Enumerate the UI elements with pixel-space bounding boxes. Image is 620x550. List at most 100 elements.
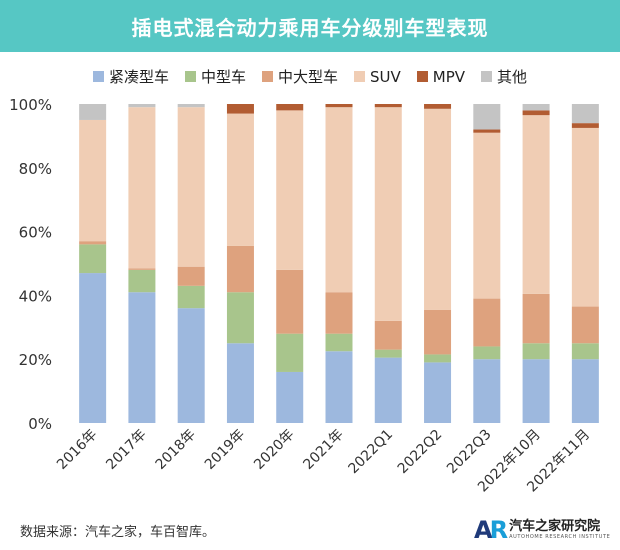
- legend-label: SUV: [370, 67, 401, 86]
- autohome-research-logo: AR 汽车之家研究院 AUTOHOME RESEARCH INSTITUTE: [474, 516, 610, 544]
- bar-segment: [128, 292, 156, 423]
- x-tick-label: 2022Q1: [345, 427, 396, 478]
- bar-segment: [128, 268, 156, 270]
- bar-segment: [473, 132, 501, 299]
- bar-segment: [571, 104, 599, 124]
- logo-en-text: AUTOHOME RESEARCH INSTITUTE: [509, 534, 611, 540]
- legend-swatch: [92, 71, 104, 82]
- bar-segment: [424, 362, 452, 423]
- logo-mark-r: R: [489, 516, 509, 544]
- bar-segment: [473, 346, 501, 360]
- x-tick-label: 2018年: [153, 427, 199, 473]
- bar-segment: [473, 129, 501, 133]
- y-tick-label: 40%: [19, 287, 52, 305]
- x-tick-label: 2020年: [251, 427, 297, 473]
- bar-segment: [276, 371, 304, 423]
- bar-segment: [276, 104, 304, 111]
- y-tick-label: 20%: [19, 351, 52, 369]
- legend-label: 中型车: [200, 68, 246, 86]
- legend-label: 紧凑型车: [108, 68, 169, 86]
- legend-item-compact: 紧凑型车: [92, 66, 169, 87]
- bar-segment: [424, 104, 452, 109]
- y-tick-label: 100%: [9, 96, 52, 114]
- bar-segment: [522, 115, 550, 294]
- logo-text: 汽车之家研究院 AUTOHOME RESEARCH INSTITUTE: [509, 519, 610, 541]
- x-tick-label: 2017年: [103, 427, 149, 473]
- x-tick-label: 2021年: [300, 427, 346, 473]
- logo-mark: AR: [474, 516, 509, 544]
- bar-segment: [177, 285, 205, 309]
- stacked-bar-chart: 0%20%40%60%80%100%2016年 2017年 2018年 2019年 20…: [9, 96, 599, 495]
- bar-segment: [226, 245, 254, 293]
- bar-segment: [276, 110, 304, 270]
- bar-segment: [128, 107, 156, 269]
- bar-segment: [79, 241, 107, 245]
- bar-segment: [522, 343, 550, 360]
- bar-segment: [177, 308, 205, 423]
- bar-segment: [424, 309, 452, 355]
- bar-segment: [325, 292, 353, 334]
- bar-segment: [325, 107, 353, 293]
- bar-segment: [79, 119, 107, 242]
- bar-segment: [177, 107, 205, 267]
- bar-segment: [226, 292, 254, 344]
- bar-segment: [226, 113, 254, 246]
- bar-segment: [473, 298, 501, 347]
- logo-cn-text: 汽车之家研究院: [509, 519, 601, 534]
- bar-segment: [522, 359, 550, 423]
- bar-segment: [325, 351, 353, 423]
- legend-swatch: [184, 71, 196, 82]
- legend-item-midsize: 中型车: [184, 66, 246, 87]
- bar-segment: [522, 104, 550, 111]
- data-source-note: 数据来源：汽车之家，车百智库。: [20, 525, 216, 540]
- y-tick-label: 0%: [28, 415, 52, 433]
- bar-segment: [325, 104, 353, 108]
- legend-label: MPV: [432, 67, 466, 86]
- y-tick-label: 80%: [19, 160, 52, 178]
- bar-segment: [374, 320, 402, 350]
- x-tick-label: 2016年: [54, 427, 100, 473]
- legend-label: 中大型车: [277, 68, 338, 86]
- legend-item-large: 中大型车: [261, 66, 338, 87]
- title-bar: 插电式混合动力乘用车分级别车型表现: [0, 0, 620, 52]
- bar-segment: [473, 359, 501, 423]
- x-tick-label: 2022Q2: [395, 427, 446, 478]
- bar-segment: [276, 333, 304, 372]
- x-tick-label: 2019年: [202, 427, 248, 473]
- bar-segment: [226, 104, 254, 114]
- bar-segment: [128, 104, 156, 108]
- legend-swatch: [261, 71, 273, 82]
- bar-segment: [177, 266, 205, 286]
- legend-item-mpv: MPV: [416, 66, 466, 87]
- chart-title: 插电式混合动力乘用车分级别车型表现: [131, 15, 489, 40]
- legend-swatch: [416, 71, 428, 82]
- bar-segment: [571, 127, 599, 307]
- bar-segment: [374, 349, 402, 358]
- legend-label: 其他: [497, 68, 528, 86]
- bar-segment: [571, 123, 599, 128]
- bar-segment: [79, 273, 107, 423]
- bar-segment: [374, 107, 402, 321]
- bar-segment: [571, 306, 599, 344]
- bar-segment: [522, 293, 550, 344]
- bar-segment: [226, 343, 254, 423]
- bar-segment: [473, 104, 501, 130]
- legend: 紧凑型车 中型车 中大型车 SUV MPV 其他: [0, 66, 620, 87]
- bar-segment: [571, 359, 599, 423]
- bar-segment: [177, 104, 205, 108]
- bar-segment: [374, 357, 402, 423]
- bar-segment: [79, 244, 107, 274]
- bar-segment: [374, 104, 402, 108]
- legend-item-suv: SUV: [354, 66, 401, 87]
- bar-segment: [79, 104, 107, 120]
- bar-segment: [424, 108, 452, 310]
- logo-mark-a: A: [474, 516, 492, 544]
- y-tick-label: 60%: [19, 224, 52, 242]
- bar-segment: [276, 269, 304, 334]
- legend-swatch: [354, 71, 365, 82]
- bar-segment: [325, 333, 353, 352]
- legend-swatch: [481, 71, 493, 82]
- legend-item-other: 其他: [481, 66, 527, 87]
- bar-segment: [522, 110, 550, 116]
- bar-segment: [128, 269, 156, 293]
